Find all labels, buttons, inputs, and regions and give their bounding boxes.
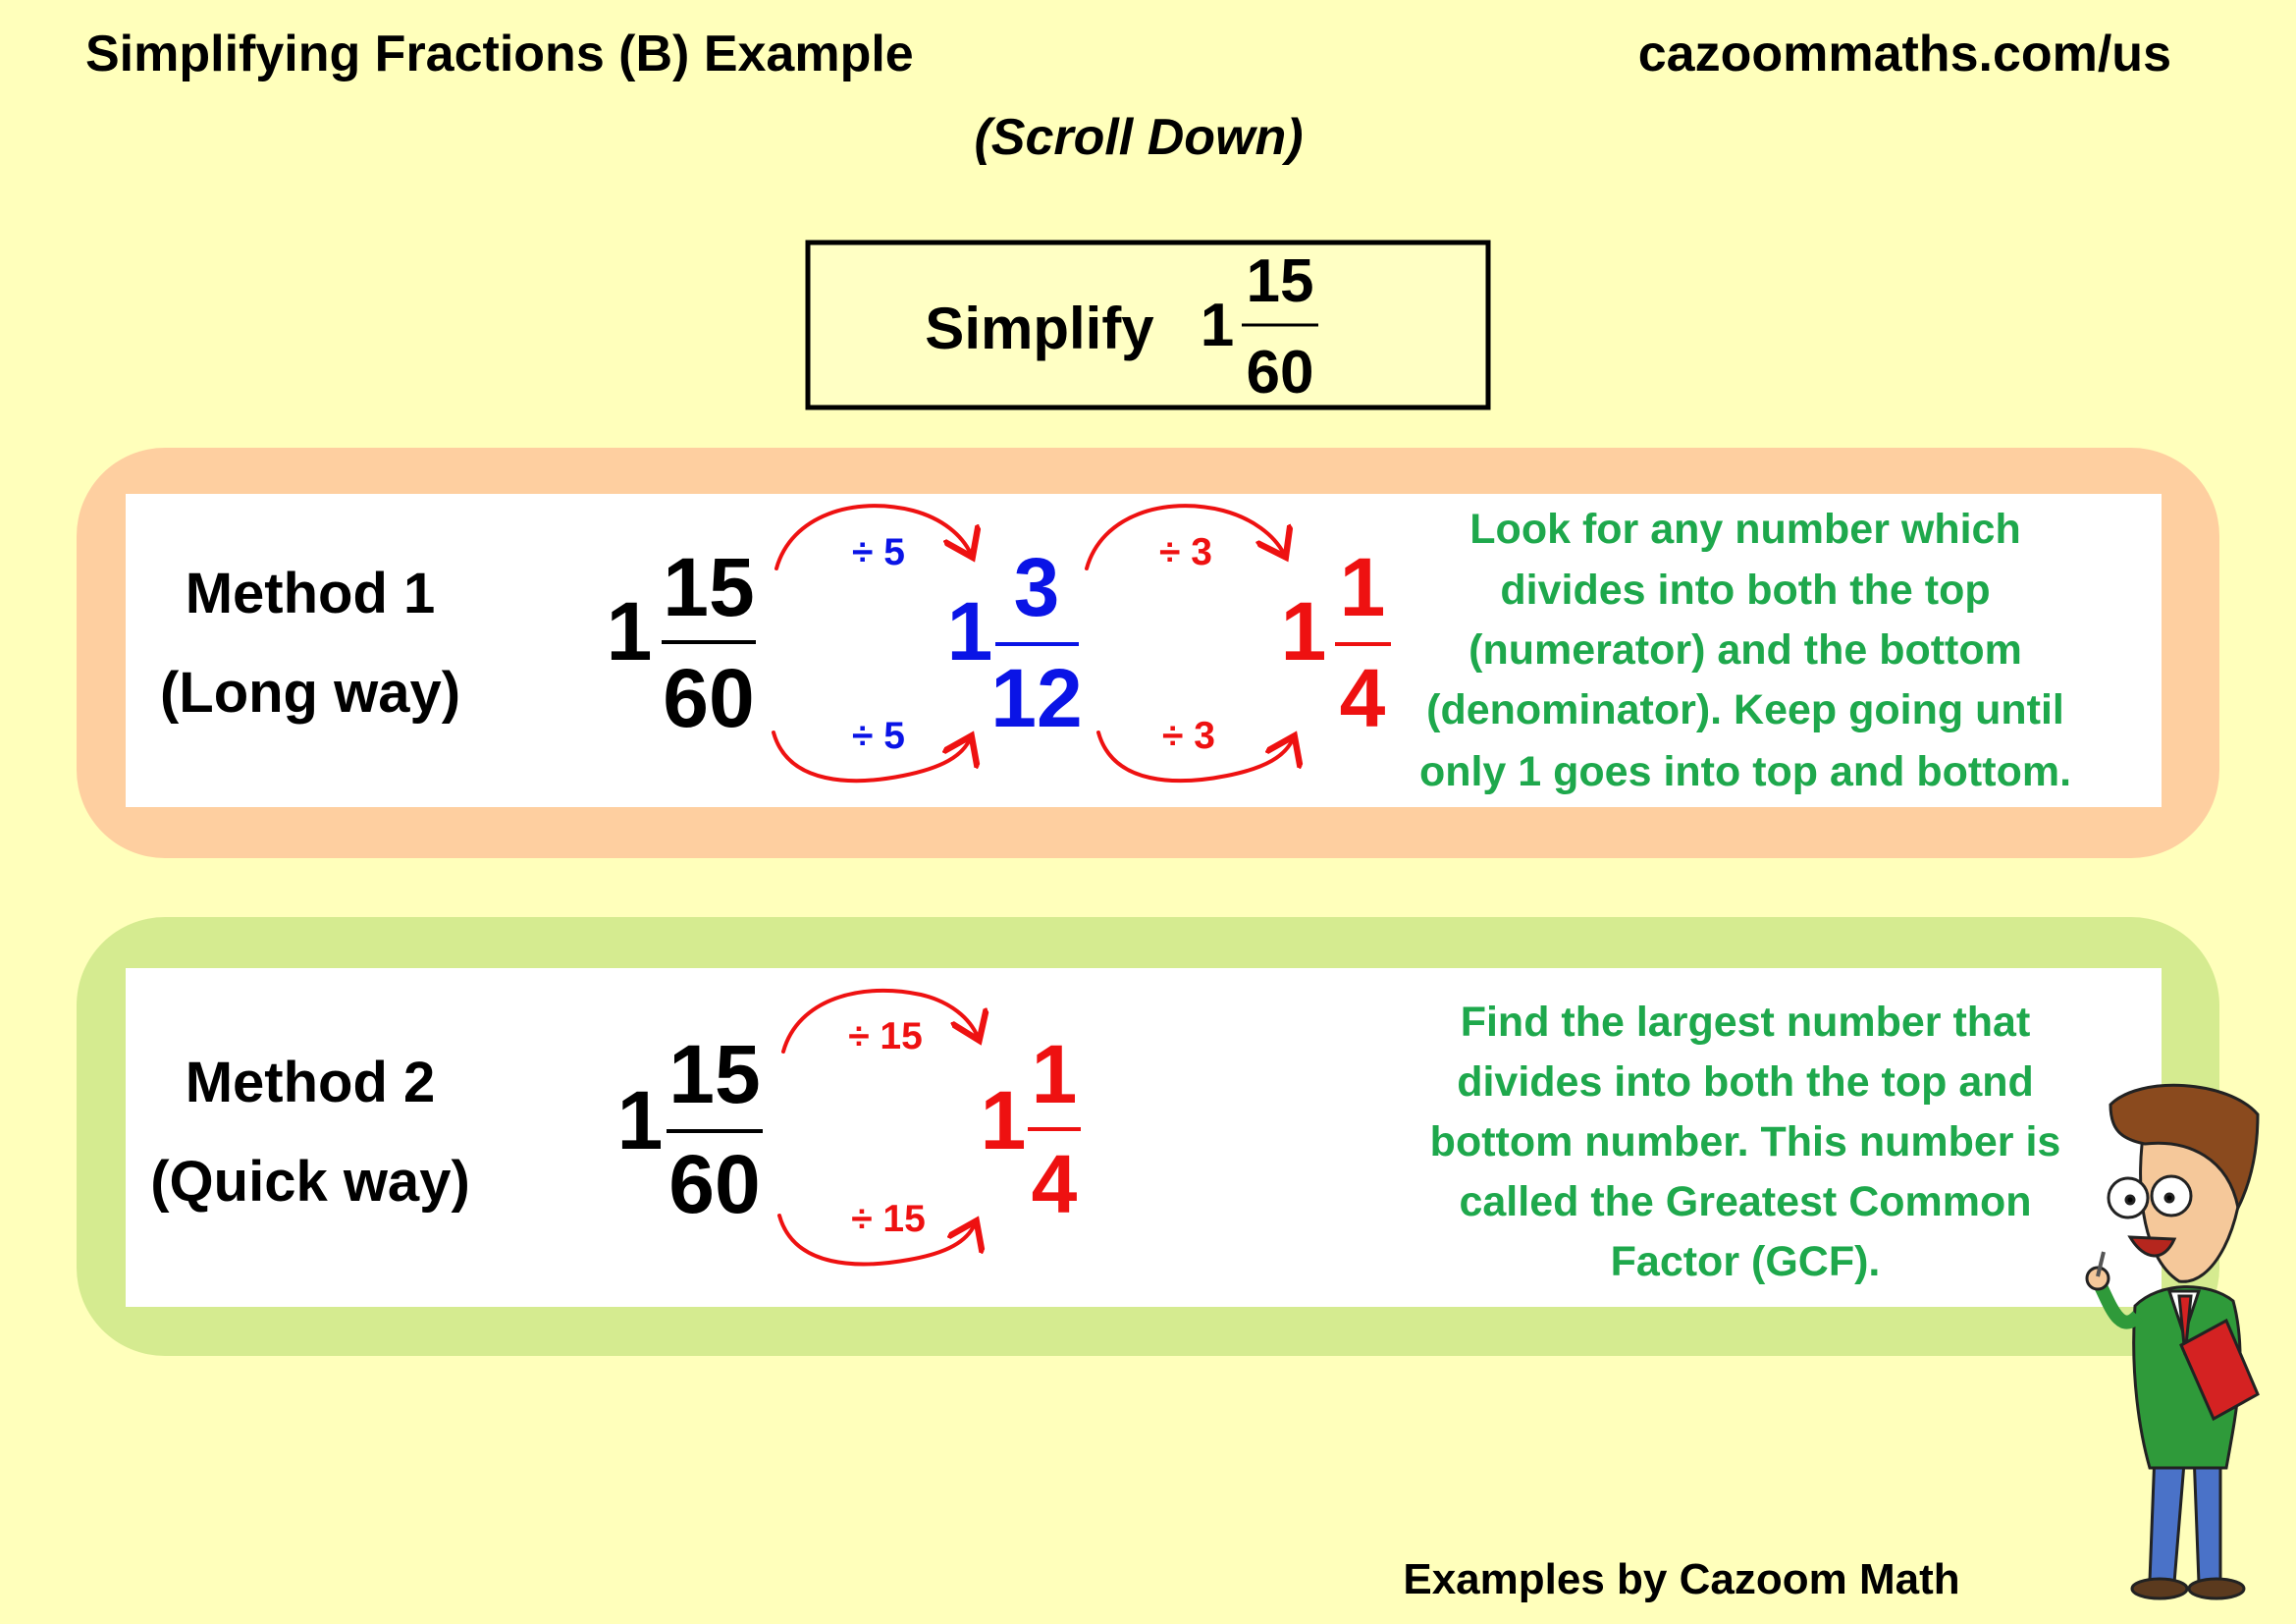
method2-subtitle: (Quick way) (150, 1150, 470, 1214)
m2-explanation-line: Factor (GCF). (1611, 1238, 1881, 1285)
m2-arrow-bottom (777, 1214, 975, 1267)
m1-start-whole: 1 (607, 585, 653, 677)
m1-explanation-line: Look for any number which (1469, 506, 2020, 553)
site-link[interactable]: cazoommaths.com/us (1638, 26, 2171, 82)
method1-explanation: Look for any number which divides into b… (1419, 506, 2071, 795)
m1-arrow-bottom-1 (772, 731, 970, 784)
m1-op-top-2: ÷ 3 (1159, 531, 1212, 573)
m2-arrow-top (781, 988, 978, 1054)
m2-op-bottom: ÷ 15 (851, 1198, 926, 1240)
m2-explanation-line: called the Greatest Common (1459, 1178, 2031, 1225)
problem-label: Simplify (925, 296, 1154, 361)
m1-arrow-top-1 (774, 504, 971, 570)
m2-start-whole: 1 (617, 1074, 664, 1166)
m1-op-bottom-1: ÷ 5 (852, 715, 905, 757)
m2-explanation-line: Find the largest number that (1461, 999, 2031, 1046)
m1-op-bottom-2: ÷ 3 (1162, 715, 1215, 757)
m2-explanation-line: bottom number. This number is (1430, 1118, 2061, 1165)
m2-result-numerator: 1 (1032, 1028, 1078, 1120)
m1-op-top-1: ÷ 5 (852, 531, 905, 573)
m1-step1-whole: 1 (947, 585, 993, 677)
m2-result-whole: 1 (981, 1074, 1027, 1166)
scroll-hint: (Scroll Down) (974, 109, 1303, 166)
teacher-cartoon-icon (2085, 1083, 2260, 1600)
method2-explanation: Find the largest number that divides int… (1430, 999, 2061, 1285)
m1-explanation-line: (numerator) and the bottom (1468, 626, 2022, 674)
m1-start-denominator: 60 (663, 652, 754, 744)
m1-explanation-line: only 1 goes into top and bottom. (1419, 748, 2071, 795)
m1-explanation-line: (denominator). Keep going until (1426, 686, 2064, 733)
m1-explanation-line: divides into both the top (1500, 567, 1990, 614)
m2-op-top: ÷ 15 (848, 1015, 923, 1057)
m2-start-denominator: 60 (668, 1138, 760, 1230)
m2-result-denominator: 4 (1032, 1138, 1078, 1230)
method2-panel (126, 968, 2162, 1307)
m1-step1-denominator: 12 (990, 652, 1082, 744)
problem-whole: 1 (1201, 292, 1234, 359)
m1-start-numerator: 15 (663, 541, 754, 633)
m1-arrow-bottom-2 (1096, 731, 1293, 784)
m2-explanation-line: divides into both the top and (1457, 1058, 2034, 1106)
method1-title: Method 1 (186, 562, 436, 625)
m1-step2-numerator: 1 (1340, 541, 1386, 633)
method1-panel (126, 494, 2162, 807)
problem-denominator: 60 (1247, 339, 1314, 406)
problem-box (805, 240, 1491, 410)
page-title: Simplifying Fractions (B) Example (85, 26, 914, 82)
m1-arrow-top-2 (1085, 504, 1284, 570)
method1-subtitle: (Long way) (160, 661, 460, 725)
method2-title: Method 2 (186, 1051, 436, 1114)
m1-step1-numerator: 3 (1014, 541, 1060, 633)
m1-step2-whole: 1 (1281, 585, 1327, 677)
problem-numerator: 15 (1247, 247, 1314, 315)
footer-credit: Examples by Cazoom Math (1403, 1555, 1959, 1603)
m1-step2-denominator: 4 (1340, 652, 1386, 744)
m2-start-numerator: 15 (668, 1028, 760, 1120)
